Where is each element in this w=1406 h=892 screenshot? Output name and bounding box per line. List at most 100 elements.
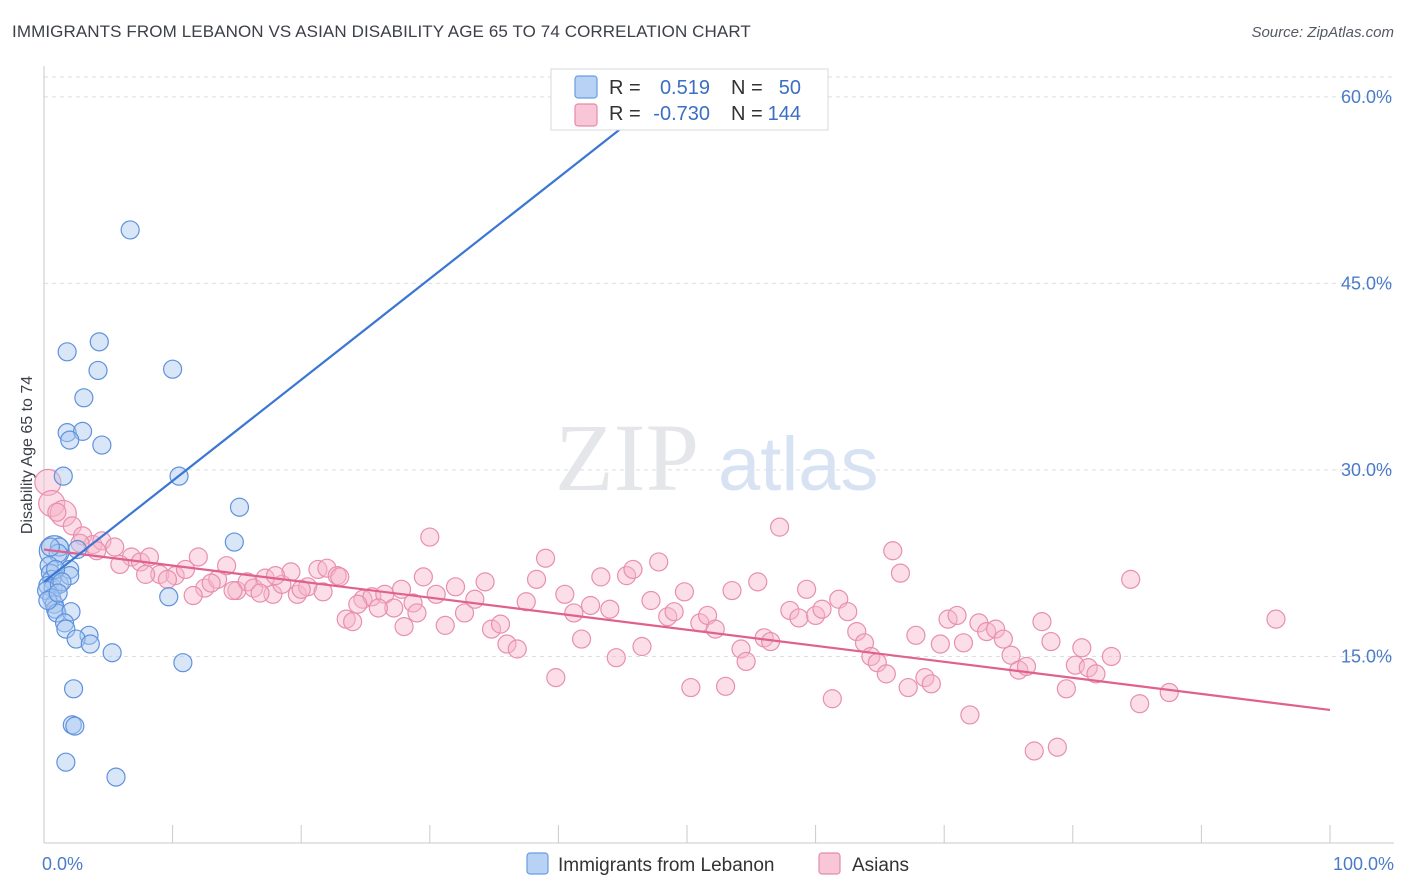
asians-point xyxy=(384,598,404,618)
asians-point xyxy=(812,599,832,619)
asians-point xyxy=(906,625,926,645)
asians-point xyxy=(394,617,414,637)
asians-point xyxy=(796,579,817,599)
asians-point xyxy=(736,651,756,672)
asians-point xyxy=(368,598,388,618)
asians-point xyxy=(1024,741,1044,761)
y-tick-label-15: 15.0% xyxy=(1341,646,1392,666)
lebanon-point xyxy=(38,590,58,611)
lebanon-point xyxy=(45,559,66,580)
lebanon-trend-line xyxy=(43,96,662,583)
lebanon-point xyxy=(224,532,244,552)
lebanon-point xyxy=(102,643,122,663)
legend-n-label-2: N = xyxy=(731,103,763,125)
lebanon-points xyxy=(36,220,250,787)
legend-n-label-1: N = xyxy=(731,77,763,99)
asians-point xyxy=(632,636,652,657)
asians-point xyxy=(490,614,511,634)
asians-point xyxy=(789,608,809,628)
lebanon-point xyxy=(56,752,76,772)
lebanon-point xyxy=(48,583,68,603)
legend-r-label-1: R = xyxy=(609,77,641,99)
y-tick-label-60: 60.0% xyxy=(1341,87,1392,107)
asians-point xyxy=(38,489,66,518)
bottom-legend-label-lebanon: Immigrants from Lebanon xyxy=(558,855,775,876)
lebanon-point xyxy=(65,716,85,736)
asians-point xyxy=(445,577,466,597)
asians-point xyxy=(1072,638,1092,658)
lebanon-point xyxy=(66,629,86,649)
asians-point xyxy=(413,567,433,587)
asians-point xyxy=(157,569,178,589)
asians-point xyxy=(674,582,695,602)
y-tick-labels: 15.0% 30.0% 45.0% 60.0% xyxy=(1341,87,1392,667)
x-tick-labels: 0.0% 100.0% xyxy=(42,854,1394,874)
legend-r-value-1: 0.519 xyxy=(660,77,710,99)
asians-point xyxy=(250,583,270,603)
asians-point xyxy=(217,556,237,576)
lebanon-point xyxy=(60,566,80,586)
lebanon-point xyxy=(88,360,108,381)
lebanon-point xyxy=(163,359,183,379)
asians-point xyxy=(649,552,669,572)
lebanon-point xyxy=(106,767,126,787)
asians-point xyxy=(47,502,67,522)
asians-point xyxy=(1130,694,1150,714)
watermark-zip: ZIP xyxy=(555,404,699,511)
asians-point xyxy=(658,607,678,627)
asians-point xyxy=(947,605,967,626)
lebanon-point xyxy=(57,342,77,362)
lebanon-point xyxy=(53,466,73,486)
axes xyxy=(43,66,1394,844)
asians-point xyxy=(223,580,243,601)
asians-point xyxy=(62,516,82,536)
legend-swatch-blue xyxy=(574,75,598,99)
asians-point xyxy=(465,589,485,609)
chart-source: Source: ZipAtlas.com xyxy=(1251,24,1394,41)
asians-point xyxy=(898,677,918,698)
asians-point xyxy=(571,629,592,649)
lebanon-point xyxy=(173,653,193,673)
asians-point xyxy=(960,705,980,725)
asians-point xyxy=(715,676,736,696)
asians-point xyxy=(993,629,1013,649)
asians-point xyxy=(641,590,661,611)
asians-point xyxy=(403,593,423,613)
asians-point xyxy=(535,548,556,568)
y-tick-label-30: 30.0% xyxy=(1341,460,1392,480)
lebanon-point xyxy=(61,602,81,622)
lebanon-point xyxy=(229,497,250,517)
asians-point xyxy=(838,602,858,622)
asians-point xyxy=(883,541,903,561)
asians-point xyxy=(188,547,208,567)
asians-point xyxy=(497,634,517,654)
lebanon-point xyxy=(54,613,75,633)
grid-lines xyxy=(44,76,1394,657)
asians-point xyxy=(426,584,446,604)
asians-point xyxy=(1121,569,1141,589)
lebanon-point xyxy=(63,679,84,699)
asians-point xyxy=(606,648,626,668)
bottom-legend-swatch-pink xyxy=(818,852,841,875)
lebanon-point xyxy=(80,634,100,654)
asians-point xyxy=(183,585,203,606)
asians-point xyxy=(705,619,725,639)
asians-point xyxy=(1266,609,1286,629)
asians-point xyxy=(722,580,742,601)
lebanon-point xyxy=(57,423,77,443)
asians-point xyxy=(507,639,527,659)
asians-point xyxy=(1041,631,1061,652)
asians-point xyxy=(291,579,311,599)
asians-point xyxy=(1159,682,1179,703)
asians-point xyxy=(921,674,941,694)
bottom-legend: Immigrants from Lebanon Asians xyxy=(526,852,909,876)
asians-point xyxy=(526,569,547,589)
asians-point xyxy=(475,572,495,592)
lebanon-point xyxy=(52,572,72,592)
legend-n-value-1: 50 xyxy=(779,77,801,99)
asians-point xyxy=(313,582,333,602)
asians-point xyxy=(681,677,701,698)
asians-point xyxy=(343,612,363,632)
asians-point xyxy=(1078,658,1098,678)
